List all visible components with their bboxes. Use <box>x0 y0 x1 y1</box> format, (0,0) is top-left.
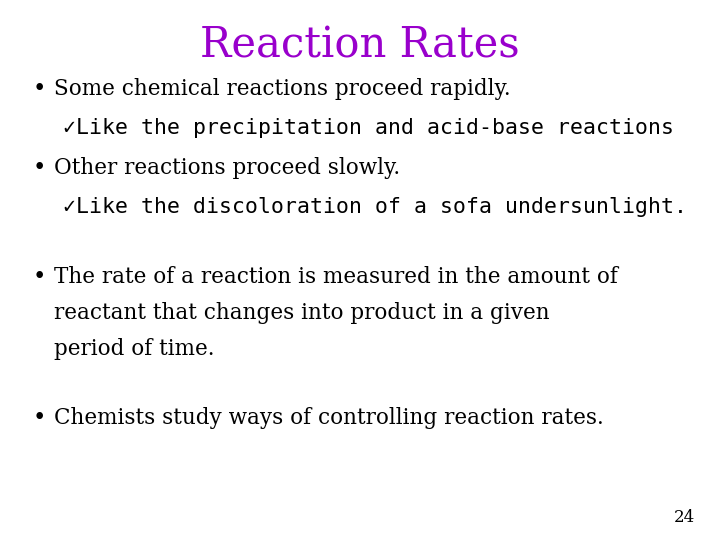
Text: Other reactions proceed slowly.: Other reactions proceed slowly. <box>54 157 400 179</box>
Text: •: • <box>32 266 46 288</box>
Text: Some chemical reactions proceed rapidly.: Some chemical reactions proceed rapidly. <box>54 78 510 100</box>
Text: 24: 24 <box>673 510 695 526</box>
Text: period of time.: period of time. <box>54 338 215 360</box>
Text: ✓Like the precipitation and acid-base reactions: ✓Like the precipitation and acid-base re… <box>63 118 675 138</box>
Text: •: • <box>32 407 46 429</box>
Text: •: • <box>32 78 46 100</box>
Text: The rate of a reaction is measured in the amount of: The rate of a reaction is measured in th… <box>54 266 618 288</box>
Text: ✓Like the discoloration of a sofa undersunlight.: ✓Like the discoloration of a sofa unders… <box>63 197 688 217</box>
Text: Reaction Rates: Reaction Rates <box>200 24 520 66</box>
Text: reactant that changes into product in a given: reactant that changes into product in a … <box>54 302 549 324</box>
Text: Chemists study ways of controlling reaction rates.: Chemists study ways of controlling react… <box>54 407 604 429</box>
Text: •: • <box>32 157 46 179</box>
